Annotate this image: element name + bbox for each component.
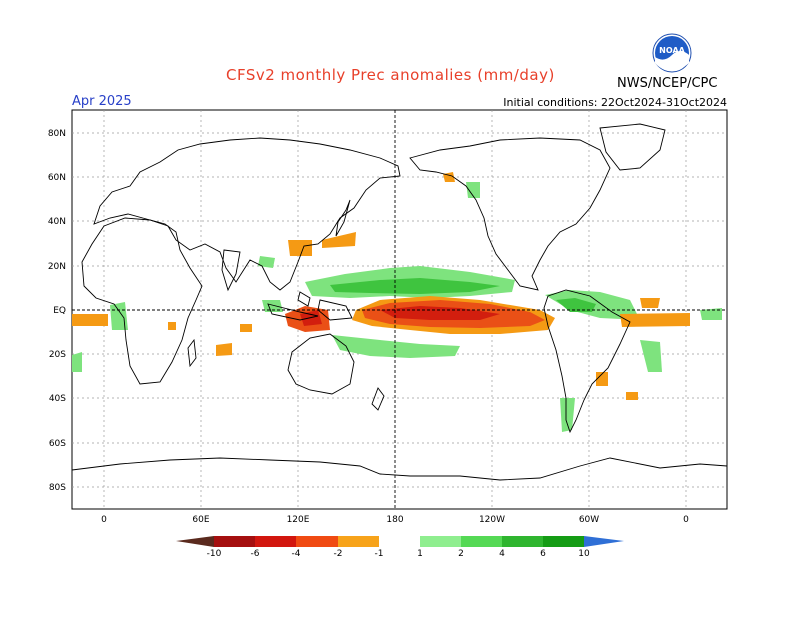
colorbar-label: 1 xyxy=(417,549,423,559)
colorbar-label: -4 xyxy=(292,549,301,559)
lat-label: 80N xyxy=(48,129,66,139)
north-america-outline xyxy=(409,137,611,291)
colorbar-swatch xyxy=(502,536,543,547)
eurasia-outline xyxy=(93,137,401,291)
lon-label: 180 xyxy=(386,515,403,525)
antarctica-outline xyxy=(71,457,728,481)
lon-axis: 0 60E 120E 180 120W 60W 0 xyxy=(101,515,689,525)
lon-label: 0 xyxy=(683,515,689,525)
colorbar-swatch xyxy=(214,536,255,547)
dry-anomalies xyxy=(72,172,690,400)
colorbar-swatch xyxy=(461,536,502,547)
agency-label: NWS/NCEP/CPC xyxy=(617,76,718,91)
lat-label: 60S xyxy=(49,439,66,449)
wet-anomalies xyxy=(72,182,722,432)
colorbar-high-arrow xyxy=(584,536,624,547)
greenland-outline xyxy=(599,123,666,171)
lat-label: 40S xyxy=(49,394,66,404)
lon-label: 0 xyxy=(101,515,107,525)
lon-label: 120W xyxy=(479,515,505,525)
australia-outline xyxy=(287,333,355,395)
colorbar-swatch xyxy=(379,536,420,547)
south-america-outline xyxy=(543,289,631,434)
colorbar-label: -6 xyxy=(251,549,260,559)
colorbar-label: -10 xyxy=(207,549,222,559)
colorbar-label: -1 xyxy=(375,549,384,559)
colorbar-swatch xyxy=(543,536,584,547)
colorbar-swatch xyxy=(255,536,296,547)
colorbar-low-arrow xyxy=(176,536,214,547)
colorbar-label: 4 xyxy=(499,549,505,559)
lat-label: 20S xyxy=(49,350,66,360)
colorbar: -10 -6 -4 -2 -1 1 2 4 6 10 xyxy=(176,536,624,559)
lat-label: 80S xyxy=(49,483,66,493)
svg-text:NOAA: NOAA xyxy=(659,46,685,55)
colorbar-swatch xyxy=(296,536,338,547)
colorbar-label: 2 xyxy=(458,549,464,559)
lat-label: EQ xyxy=(53,306,66,316)
maritime-continent-outline xyxy=(267,291,353,321)
lon-label: 60E xyxy=(192,515,209,525)
colorbar-label: 10 xyxy=(578,549,590,559)
colorbar-swatch xyxy=(420,536,461,547)
japan-outline xyxy=(335,199,351,237)
lon-label: 120E xyxy=(287,515,310,525)
forecast-month: Apr 2025 xyxy=(72,94,132,109)
africa-outline xyxy=(81,217,203,385)
lon-label: 60W xyxy=(579,515,599,525)
new-zealand-outline xyxy=(371,387,385,411)
india-outline xyxy=(221,249,241,292)
lat-label: 40N xyxy=(48,217,66,227)
colorbar-label: -2 xyxy=(334,549,343,559)
colorbar-swatch xyxy=(338,536,379,547)
initial-conditions: Initial conditions: 22Oct2024-31Oct2024 xyxy=(503,96,727,109)
graticule xyxy=(72,110,727,509)
lat-label: 20N xyxy=(48,262,66,272)
colorbar-label: 6 xyxy=(540,549,546,559)
lat-label: 60N xyxy=(48,173,66,183)
madagascar-outline xyxy=(187,338,197,368)
noaa-logo: NOAA xyxy=(652,33,692,73)
coastlines xyxy=(71,123,728,481)
map-title: CFSv2 monthly Prec anomalies (mm/day) xyxy=(226,66,555,84)
lat-axis: 80N 60N 40N 20N EQ 20S 40S 60S 80S xyxy=(48,129,66,493)
